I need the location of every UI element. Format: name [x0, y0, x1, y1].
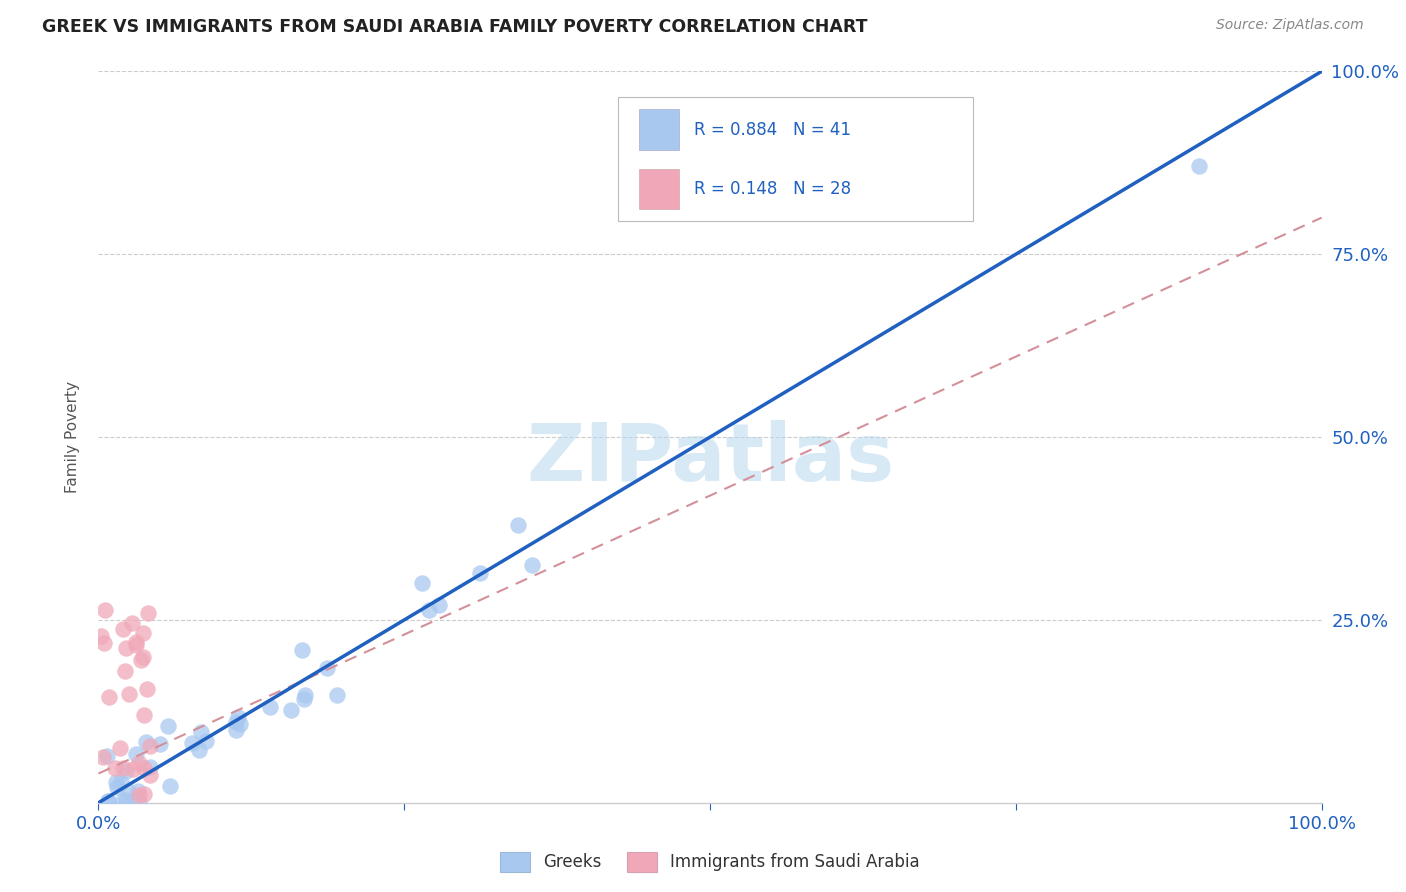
- Point: [115, 793, 138, 807]
- Text: Source: ZipAtlas.com: Source: ZipAtlas.com: [1216, 18, 1364, 32]
- Point: [129, 653, 152, 667]
- Point: [97, 794, 120, 808]
- Point: [90, 629, 112, 643]
- Point: [132, 761, 155, 775]
- Point: [115, 764, 138, 778]
- Text: GREEK VS IMMIGRANTS FROM SAUDI ARABIA FAMILY POVERTY CORRELATION CHART: GREEK VS IMMIGRANTS FROM SAUDI ARABIA FA…: [42, 18, 868, 36]
- Point: [427, 598, 450, 612]
- Point: [108, 740, 131, 755]
- Point: [134, 788, 156, 802]
- Point: [411, 576, 433, 591]
- Point: [225, 723, 247, 737]
- Point: [135, 735, 157, 749]
- Point: [187, 742, 209, 756]
- Point: [132, 626, 155, 640]
- Point: [132, 649, 155, 664]
- Point: [139, 760, 162, 774]
- Point: [326, 688, 349, 702]
- Point: [149, 737, 172, 751]
- Bar: [640, 110, 679, 150]
- Point: [111, 761, 134, 775]
- Point: [418, 603, 440, 617]
- Point: [139, 739, 162, 753]
- Point: [159, 780, 181, 794]
- Point: [121, 616, 143, 631]
- Legend: Greeks, Immigrants from Saudi Arabia: Greeks, Immigrants from Saudi Arabia: [494, 845, 927, 879]
- FancyBboxPatch shape: [619, 97, 973, 221]
- Point: [112, 794, 135, 808]
- Point: [132, 707, 155, 722]
- Text: R = 0.148   N = 28: R = 0.148 N = 28: [695, 180, 851, 198]
- Point: [114, 664, 136, 678]
- Point: [135, 681, 157, 696]
- Point: [121, 762, 143, 776]
- Point: [180, 736, 202, 750]
- Point: [115, 640, 138, 655]
- Point: [112, 623, 135, 637]
- Point: [127, 784, 149, 798]
- Point: [316, 661, 339, 675]
- Text: ZIPatlas: ZIPatlas: [526, 420, 894, 498]
- Point: [97, 794, 120, 808]
- Point: [468, 566, 491, 580]
- Point: [225, 715, 247, 730]
- Point: [294, 689, 316, 703]
- Point: [97, 690, 120, 704]
- Point: [292, 692, 315, 706]
- Point: [128, 756, 150, 770]
- Point: [291, 642, 314, 657]
- Point: [105, 780, 128, 794]
- Point: [128, 788, 150, 802]
- Point: [128, 794, 150, 808]
- Y-axis label: Family Poverty: Family Poverty: [65, 381, 80, 493]
- Point: [91, 750, 114, 764]
- Point: [117, 784, 139, 798]
- Point: [93, 603, 115, 617]
- Text: R = 0.884   N = 41: R = 0.884 N = 41: [695, 120, 851, 138]
- Point: [506, 517, 529, 532]
- Point: [110, 775, 132, 789]
- Point: [520, 558, 543, 573]
- Point: [124, 638, 146, 652]
- Point: [93, 636, 115, 650]
- Point: [96, 749, 118, 764]
- Point: [229, 716, 252, 731]
- Point: [124, 747, 146, 761]
- Point: [104, 761, 127, 775]
- Point: [118, 687, 141, 701]
- Point: [157, 719, 180, 733]
- Point: [228, 710, 250, 724]
- Point: [190, 725, 212, 739]
- Point: [259, 700, 281, 714]
- Point: [280, 703, 302, 717]
- Point: [195, 734, 218, 748]
- Point: [136, 606, 159, 620]
- Point: [122, 794, 145, 808]
- Point: [139, 768, 162, 782]
- Bar: [640, 169, 679, 209]
- Point: [125, 635, 148, 649]
- Point: [105, 775, 128, 789]
- Point: [1188, 160, 1211, 174]
